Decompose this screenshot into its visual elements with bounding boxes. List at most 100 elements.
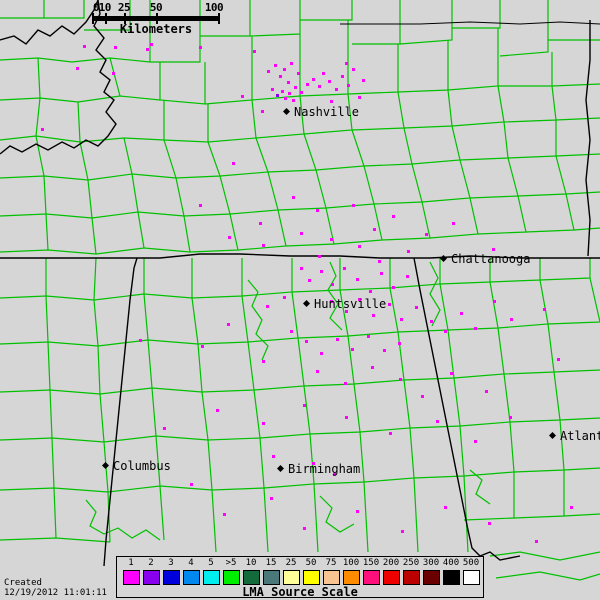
legend-label->5: >5 (225, 558, 237, 568)
city-label: Nashville (294, 105, 360, 119)
legend-color-swatches (121, 569, 481, 585)
city-label: Huntsville (314, 297, 387, 311)
city-dot-icon (440, 255, 447, 262)
lma-source-point (399, 378, 402, 381)
lma-source-point (369, 290, 372, 293)
lma-source-point (114, 46, 117, 49)
legend-swatch-100 (342, 569, 360, 585)
lma-source-point (312, 462, 315, 465)
lma-source-point (358, 96, 361, 99)
state-boundaries (0, 0, 600, 567)
scale-tick-label-100: 100 (204, 1, 224, 14)
lma-source-point (406, 275, 409, 278)
lma-source-point (345, 416, 348, 419)
legend-swatch-150 (362, 569, 380, 585)
lma-source-point (452, 222, 455, 225)
lma-source-point (371, 366, 374, 369)
lma-source-point (316, 209, 319, 212)
legend-swatch-wrap-15 (261, 569, 281, 585)
city-label: Columbus (113, 459, 171, 473)
legend-swatch-wrap-50 (301, 569, 321, 585)
lma-source-point (335, 88, 338, 91)
lma-source-point (425, 233, 428, 236)
lma-source-point (227, 323, 230, 326)
lma-source-point (297, 72, 300, 75)
legend-label-4: 4 (188, 558, 194, 568)
legend-swatch-wrap-500 (461, 569, 481, 585)
lma-source-point (318, 85, 321, 88)
lma-source-point (336, 338, 339, 341)
lma-source-point (344, 382, 347, 385)
legend-label-5: 5 (208, 558, 214, 568)
lma-source-point (570, 506, 573, 509)
legend-swatch-wrap-400 (441, 569, 461, 585)
scale-tick-10 (104, 13, 107, 24)
lma-source-point (356, 278, 359, 281)
lma-source-point (112, 72, 115, 75)
legend-swatch-wrap-2 (141, 569, 161, 585)
legend-swatch-wrap-200 (381, 569, 401, 585)
lma-source-point (320, 352, 323, 355)
city-dot-icon (283, 108, 290, 115)
lma-source-point (345, 310, 348, 313)
legend-label-100: 100 (342, 558, 360, 568)
lma-source-point (294, 86, 297, 89)
lma-source-point (41, 128, 44, 131)
lma-source-point (306, 83, 309, 86)
legend-swatch-25 (282, 569, 300, 585)
city-label: Birmingham (288, 462, 361, 476)
lma-source-point (290, 62, 293, 65)
lma-source-point (283, 68, 286, 71)
lma-source-point (421, 395, 424, 398)
legend-swatch-wrap-5 (201, 569, 221, 585)
legend-swatch-400 (442, 569, 460, 585)
created-datetime: 12/19/2012 11:01:11 (4, 588, 107, 598)
legend-swatch-wrap-100 (341, 569, 361, 585)
lma-source-point (352, 204, 355, 207)
lma-source-point (267, 70, 270, 73)
lma-source-point (320, 270, 323, 273)
lma-source-point (341, 75, 344, 78)
legend-swatch-wrap-10 (241, 569, 261, 585)
lma-source-point (216, 409, 219, 412)
lma-source-point (262, 422, 265, 425)
lma-source-point (276, 94, 279, 97)
lma-source-point (146, 48, 149, 51)
legend-swatch-2 (142, 569, 160, 585)
lma-source-point (281, 90, 284, 93)
lma-source-point (300, 232, 303, 235)
lma-source-point (76, 67, 79, 70)
lma-source-point (509, 416, 512, 419)
lma-source-point (351, 348, 354, 351)
lma-source-point (436, 420, 439, 423)
lma-source-point (330, 300, 333, 303)
legend-swatch-wrap-4 (181, 569, 201, 585)
legend-swatch-500 (462, 569, 480, 585)
legend-swatch-wrap-150 (361, 569, 381, 585)
city-dot-icon (102, 462, 109, 469)
lma-source-point (392, 215, 395, 218)
lma-source-point (262, 360, 265, 363)
lma-source-point (474, 440, 477, 443)
legend-label-300: 300 (422, 558, 440, 568)
legend-swatch-50 (302, 569, 320, 585)
legend-label-200: 200 (382, 558, 400, 568)
lma-source-point (300, 91, 303, 94)
lma-source-point (389, 432, 392, 435)
lma-source-point (388, 303, 391, 306)
scale-tick-100 (218, 13, 220, 24)
lma-source-point (407, 250, 410, 253)
lma-source-point (241, 95, 244, 98)
lma-source-point (318, 255, 321, 258)
lma-source-point (266, 305, 269, 308)
legend-swatch-wrap-25 (281, 569, 301, 585)
lma-source-point (163, 427, 166, 430)
legend-swatch-3 (162, 569, 180, 585)
lma-source-point (345, 62, 348, 65)
legend-label-1: 1 (128, 558, 134, 568)
legend-swatch-wrap-3 (161, 569, 181, 585)
lma-source-point (274, 64, 277, 67)
legend-label-2: 2 (148, 558, 154, 568)
lma-source-point (343, 267, 346, 270)
